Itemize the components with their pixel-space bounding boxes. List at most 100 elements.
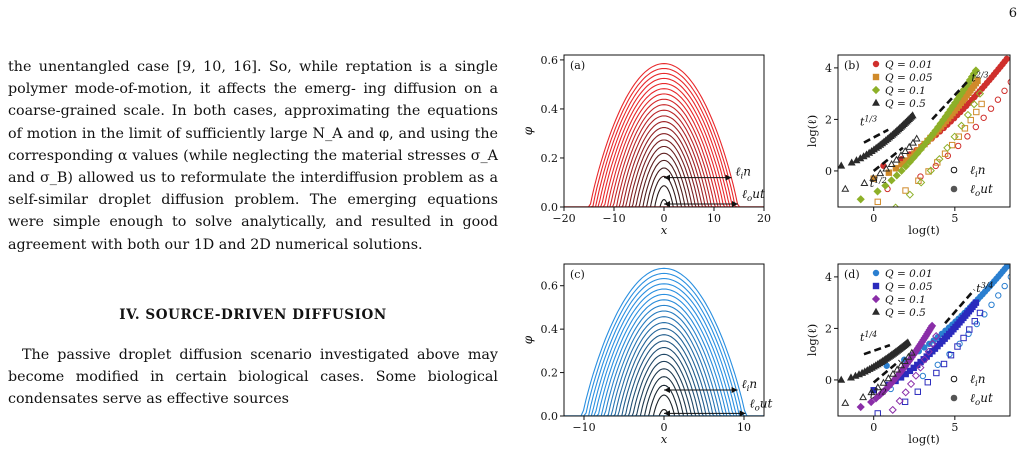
panel-b-legend-filled-marker [950, 185, 958, 193]
panel-b-legend-open-marker [950, 166, 958, 174]
panel-c-ytick-label-3: 0.6 [541, 280, 559, 293]
panel-d-legend-filled-marker [950, 394, 958, 402]
panel-d-series-1-in-point-9 [924, 379, 931, 386]
panel-b-series-1-in-point-18 [948, 141, 956, 149]
panel-d-series-0-in-point-6 [934, 361, 941, 368]
panel-d-series-2-in-point-9 [895, 396, 904, 406]
panel-c-ytick-label-0: 0.0 [541, 410, 559, 423]
panel-d-series-2-in-point-27 [924, 347, 933, 356]
panel-b-legend-label-0: Q = 0.01 [885, 59, 933, 71]
panel-d-legend-marker-0 [872, 269, 880, 277]
panel-d-series-2-out-point-33 [928, 321, 937, 330]
panel-b-series-0-in-point-27 [994, 96, 1002, 103]
panel-a-profile-8 [619, 133, 709, 207]
panel-d-series-0-out-point-0 [883, 362, 890, 369]
panel-c-profile-2 [632, 384, 696, 416]
panel-d-slope-line-2 [944, 288, 976, 325]
panel-b-xlabel: log(t) [908, 223, 940, 237]
panel-b-series-0-in-point-15 [964, 133, 971, 140]
panel-d-series-2-in-point-24 [920, 355, 929, 364]
panel-d-legend-open-label: ℓin [970, 372, 986, 389]
panel-b-ytick-label-2: 4 [825, 62, 832, 75]
panel-d-series-3-in-point-3 [859, 393, 868, 401]
panel-a-profile-13 [603, 104, 725, 207]
panel-d-xlabel: log(t) [908, 432, 940, 446]
panel-d-series-3-in-point-15 [884, 374, 893, 382]
panel-d-series-1-in-point-3 [901, 398, 909, 406]
panel-a-chart: −20 −10 0 10 20 0.0 0.2 0.4 0.6 ℓin ℓout (a) x φ [521, 54, 771, 237]
panel-b-legend-label-1: Q = 0.05 [885, 72, 933, 84]
panel-d-series-2-in-point-30 [928, 339, 937, 348]
panel-b-series-1-in-point-3 [902, 187, 909, 194]
panel-b-label: (b) [844, 59, 860, 72]
panel-c-profile-15 [585, 299, 743, 416]
panel-d-series-2-out-point-0 [856, 402, 865, 412]
panel-b-series-2-out-point-1 [873, 187, 882, 196]
panel-d-series-2-in-point-18 [911, 371, 921, 380]
panel-b-series-3-in-point-24 [901, 146, 910, 155]
para2-line-3: Some biological condensates serve as eff… [8, 369, 498, 408]
para1-line-7: σ_B) allowed us to reformulate the inter… [40, 170, 464, 187]
panel-d-series-3-in-point-30 [904, 352, 913, 360]
panel-b-series-0-in-point-18 [972, 123, 980, 131]
panel-b-series-1-in-point-15 [941, 150, 949, 157]
panel-a-arrowhead-right-1 [732, 201, 738, 208]
panel-b-series-2-out-point-8 [909, 153, 918, 162]
panel-b-series-2-out-point-5 [897, 166, 906, 175]
panel-a-profile-1 [644, 185, 684, 207]
panel-d-series-0-out-point-33 [1003, 264, 1010, 270]
panel-b-legend-label-2: Q = 0.1 [885, 85, 926, 97]
panel-b-series-0-in-point-30 [1001, 87, 1008, 95]
panel-a-profile-9 [615, 127, 713, 207]
panel-d-series-1-in-point-0 [874, 410, 881, 416]
paragraph-1: the unentangled case [9, 10, 16]. So, wh… [8, 56, 498, 256]
panel-c-profile-17 [579, 288, 749, 416]
panel-c-profile-20 [569, 272, 759, 416]
panel-b-series-3-in-point-0 [841, 184, 850, 192]
panel-b-series-2-out-point-7 [905, 157, 914, 167]
para1-line-10: resulted in good agreement with both our… [8, 214, 499, 253]
panel-b-frame [837, 54, 1011, 208]
panel-d-label: (d) [844, 268, 860, 281]
panel-b-series-3-in-point-9 [876, 169, 885, 177]
panel-d-slope-label-1: t1/2 [870, 388, 887, 402]
para1-line-11: numerical solutions. [275, 236, 423, 253]
panel-c-profile-9 [605, 334, 723, 416]
para1-line-2: a single polymer mode-of-motion, it affe… [8, 59, 499, 98]
panel-b-series-2-in-point-12 [926, 166, 935, 175]
panel-c-profile-6 [616, 353, 712, 416]
panel-b-series-2-in-point-0 [861, 219, 868, 226]
panel-b-series-2-out-point-6 [901, 162, 910, 171]
panel-b-series-3-in-point-18 [892, 155, 901, 163]
panel-a-ytick-label-3: 0.6 [541, 54, 559, 67]
panel-d-series-2-out-point-1 [867, 397, 876, 407]
panel-c-arrowhead-left-1 [664, 410, 670, 417]
panel-c-profile-5 [620, 360, 708, 416]
panel-d-series-3-in-point-33 [907, 348, 916, 356]
panel-c-arrow-label-1: ℓout [750, 396, 773, 413]
panel-b-series-1-in-point-0 [874, 198, 881, 206]
panel-d-series-1-in-point-15 [940, 360, 948, 368]
panel-b-series-1-out-point-33 [974, 77, 981, 84]
panel-b-series-2-out-point-3 [887, 176, 896, 185]
panel-c-profile-19 [572, 277, 756, 416]
para1-line-5: sufficiently large N_A and φ, and using … [8, 125, 498, 164]
panel-b-series-2-out-point-0 [856, 195, 865, 204]
page-number: 6 [1008, 6, 1017, 21]
panel-d-xtick-label-1: 5 [951, 421, 958, 434]
panel-d-points [838, 264, 1010, 416]
panel-c-ytick-label-2: 0.4 [541, 323, 559, 336]
panel-b-legend-marker-3 [872, 98, 880, 106]
panel-b-series-0-in-point-33 [1007, 78, 1010, 86]
panel-b-ytick-label-0: 0 [825, 165, 832, 178]
panel-a-profiles [564, 63, 764, 207]
panel-d-series-3-in-point-27 [900, 356, 909, 364]
panel-b-series-3-out-point-33 [908, 111, 917, 119]
panel-c-profile-13 [592, 310, 736, 416]
panel-b-xtick-label-0: 0 [870, 212, 877, 225]
para1-line-9: equations were simple enough to solve an… [8, 192, 499, 231]
body-text-column: the unentangled case [9, 10, 16]. So, wh… [8, 56, 498, 411]
panel-c-profile-14 [588, 304, 740, 416]
para1-line-4: approximating the equations of motion in… [8, 103, 499, 142]
panel-d-legend-marker-3 [872, 307, 880, 315]
